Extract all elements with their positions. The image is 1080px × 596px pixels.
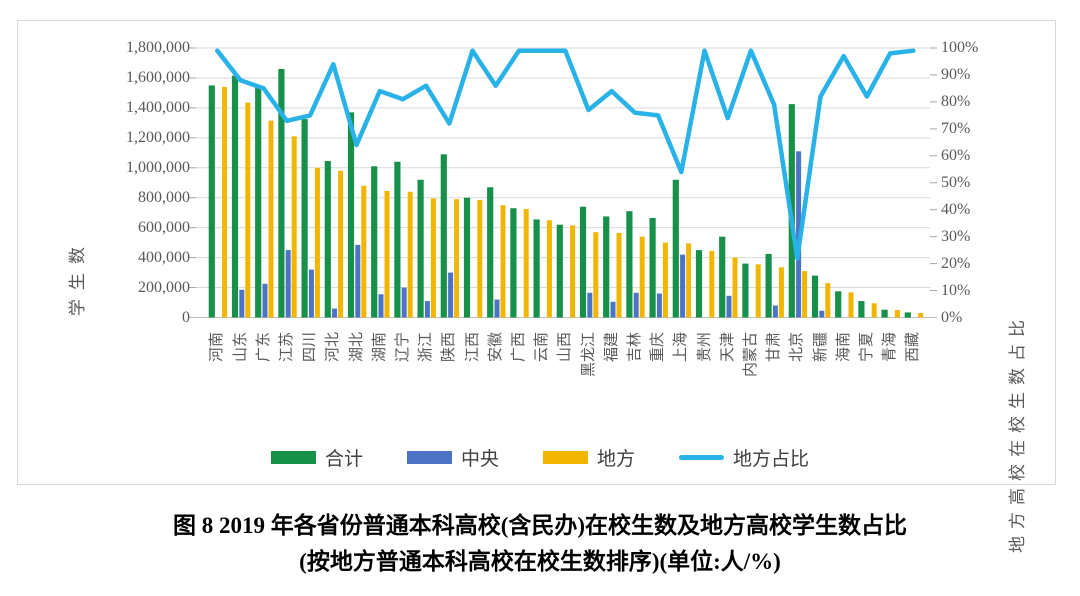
x-axis-label-四川: 四川: [302, 332, 319, 363]
left-axis-tick-label: 600,000: [138, 218, 190, 236]
x-axis-label-重庆: 重庆: [650, 332, 667, 363]
right-axis-tick-label: 50%: [941, 173, 971, 191]
x-axis-label-吉林: 吉林: [626, 332, 643, 363]
x-axis-label-广东: 广东: [255, 332, 272, 363]
right-axis-tick-label: 100%: [941, 39, 979, 56]
x-axis-label-山西: 山西: [557, 332, 574, 363]
x-axis-label-安徽: 安徽: [487, 332, 504, 363]
x-axis-label-海南: 海南: [835, 332, 852, 363]
legend-item-central: 中央: [406, 444, 499, 471]
x-axis-label-新疆: 新疆: [812, 332, 829, 363]
x-axis-label-湖南: 湖南: [371, 332, 388, 363]
x-axis-label-北京: 北京: [789, 332, 806, 363]
x-axis-label-广西: 广西: [510, 332, 527, 363]
x-axis-label-陕西: 陕西: [441, 332, 458, 363]
left-axis-tick-label: 1,600,000: [126, 68, 190, 86]
left-axis-tick-label: 0: [182, 308, 190, 326]
legend-swatch-local: [543, 451, 588, 464]
right-axis-tick-label: 60%: [941, 146, 971, 164]
figure-caption: 图 8 2019 年各省份普通本科高校(含民办)在校生数及地方高校学生数占比 (…: [0, 508, 1080, 580]
legend-swatch-central: [406, 451, 452, 464]
x-axis-label-上海: 上海: [673, 332, 690, 363]
legend-label-local: 地方: [597, 449, 636, 470]
x-axis-label-青海: 青海: [882, 332, 899, 363]
right-axis-tick-label: 20%: [941, 254, 971, 272]
x-axis-label-浙江: 浙江: [418, 332, 435, 363]
x-axis-label-江苏: 江苏: [278, 332, 295, 363]
x-axis-label-宁夏: 宁夏: [858, 332, 875, 363]
left-axis-tick-label: 200,000: [138, 278, 190, 296]
x-axis-label-河南: 河南: [209, 332, 226, 363]
x-axis-label-山东: 山东: [232, 332, 249, 363]
right-axis-tick-label: 90%: [941, 65, 971, 83]
x-axis-label-辽宁: 辽宁: [394, 332, 411, 363]
x-axis-label-江西: 江西: [464, 332, 481, 363]
left-axis-tick-label: 1,000,000: [126, 158, 190, 176]
x-axis-label-云南: 云南: [534, 332, 551, 363]
x-axis-label-内蒙古: 内蒙古: [742, 332, 759, 378]
x-axis-label-黑龙江: 黑龙江: [580, 332, 597, 378]
legend-label-central: 中央: [460, 449, 499, 470]
left-axis-title: 学生数: [68, 238, 87, 316]
right-axis-tick-label: 0%: [941, 308, 963, 326]
x-axis-label-天津: 天津: [719, 332, 736, 363]
right-axis-tick-label: 10%: [941, 281, 971, 299]
legend: 合计 中央 地方 地方占比: [0, 444, 1080, 471]
right-axis-tick-label: 40%: [941, 200, 971, 218]
x-axis-label-福建: 福建: [603, 332, 620, 363]
right-axis-tick-label: 70%: [941, 119, 971, 137]
left-axis-tick-label: 1,400,000: [126, 98, 190, 116]
x-axis-label-河北: 河北: [325, 332, 342, 363]
left-axis-tick-label: 1,800,000: [126, 39, 190, 56]
right-axis-tick-label: 30%: [941, 227, 971, 245]
left-axis-tick-label: 400,000: [138, 248, 190, 266]
legend-label-total: 合计: [324, 449, 363, 470]
x-axis-label-西藏: 西藏: [905, 332, 922, 363]
legend-label-local-share: 地方占比: [733, 449, 810, 470]
x-axis-label-甘肃: 甘肃: [766, 332, 783, 363]
legend-item-total: 合计: [270, 444, 363, 471]
caption-line-2: (按地方普通本科高校在校生数排序)(单位:人/%): [299, 549, 781, 574]
legend-swatch-local-share-line: [679, 455, 725, 460]
legend-item-local-share: 地方占比: [679, 444, 809, 471]
caption-line-1: 图 8 2019 年各省份普通本科高校(含民办)在校生数及地方高校学生数占比: [172, 513, 908, 538]
right-axis-tick-label: 80%: [941, 92, 971, 110]
x-axis-label-贵州: 贵州: [696, 332, 713, 363]
legend-item-local: 地方: [543, 444, 635, 471]
left-axis-tick-label: 1,200,000: [126, 128, 190, 146]
legend-swatch-total: [270, 451, 316, 464]
x-axis-label-湖北: 湖北: [348, 332, 365, 363]
left-axis-tick-label: 800,000: [138, 188, 190, 206]
